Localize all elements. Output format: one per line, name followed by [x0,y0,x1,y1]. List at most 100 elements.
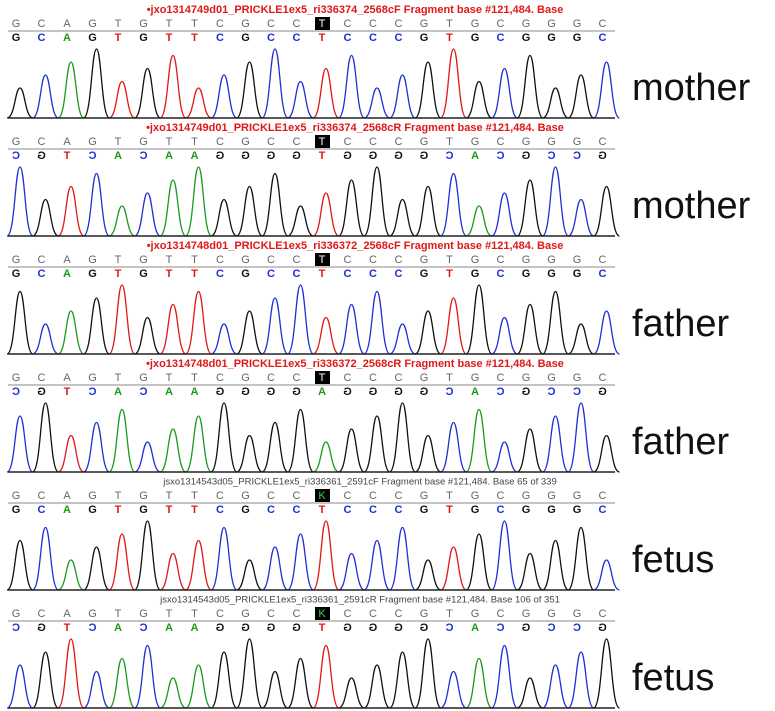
trace-peak [84,174,110,237]
reference-base: C [599,254,607,266]
called-base: C [369,268,377,280]
trace-peak [7,292,33,355]
called-base: C [573,386,581,398]
called-base: G [522,386,531,398]
called-base: A [63,504,71,516]
trace-peak [492,442,518,472]
trace-peak [594,560,620,590]
sample-label: father [632,303,730,345]
trace-peak [517,305,543,355]
trace [7,521,620,590]
trace-peak [339,554,365,591]
reference-base: C [369,18,377,30]
called-base: G [292,622,301,634]
called-base: G [241,268,250,280]
reference-base: T [446,136,453,148]
trace-peak [211,324,237,354]
trace-peak [492,521,518,590]
called-base: G [394,622,403,634]
called-base: G [37,386,46,398]
trace-peak [109,206,135,236]
reference-base: G [471,136,480,148]
reference-base: C [599,18,607,30]
reference-base: G [547,136,556,148]
reference-base: C [344,254,352,266]
trace-peak [7,88,33,118]
reference-base: C [267,18,275,30]
trace-peak [58,639,84,708]
called-base: G [522,32,531,44]
called-base: C [293,504,301,516]
called-base: G [241,32,250,44]
called-base: T [446,268,453,280]
called-base: C [369,504,377,516]
reference-base: C [497,18,505,30]
trace-peak [237,560,263,590]
trace-peak [313,69,339,119]
trace-peak [415,62,441,118]
reference-base: G [573,254,582,266]
called-base: C [88,622,96,634]
called-base: G [522,504,531,516]
trace-peak [84,423,110,473]
called-base: G [471,268,480,280]
trace-peak [58,436,84,473]
called-base: G [420,504,429,516]
trace-peak [364,665,390,708]
reference-base: T [319,18,326,30]
trace-peak [135,193,161,236]
reference-base: C [369,254,377,266]
reference-base: C [38,136,46,148]
called-base: C [267,504,275,516]
trace-peak [543,416,569,472]
called-base: C [573,150,581,162]
called-base: T [191,32,198,44]
trace-peak [415,187,441,237]
reference-base: C [293,18,301,30]
reference-base: G [471,372,480,384]
reference-base: G [88,136,97,148]
trace-peak [364,88,390,118]
reference-base: G [420,490,429,502]
trace-peak [237,311,263,354]
trace-peak [58,62,84,118]
trace-peak [7,416,33,472]
trace-peak [58,560,84,590]
trace [7,403,620,472]
reference-base: G [522,490,531,502]
reference-base: G [12,372,21,384]
reference-base: G [12,254,21,266]
called-base: C [12,622,20,634]
called-base: C [496,386,504,398]
called-base: G [522,150,531,162]
called-base: A [63,268,71,280]
reference-base: T [166,254,173,266]
called-base: G [369,150,378,162]
called-base: T [446,504,453,516]
trace-peak [186,167,212,236]
called-base: C [88,386,96,398]
reference-base: G [522,372,531,384]
called-base: G [343,386,352,398]
called-base: C [88,150,96,162]
reference-base: G [547,490,556,502]
trace-peak [135,318,161,355]
called-base: G [394,386,403,398]
reference-base: C [216,254,224,266]
trace-peak [237,639,263,708]
trace-peak [441,174,467,237]
called-base: G [598,386,607,398]
sample-label: mother [632,67,751,109]
reference-base: T [166,136,173,148]
called-base: T [115,268,122,280]
called-base: C [547,386,555,398]
reference-base: C [38,490,46,502]
called-base: G [88,32,97,44]
called-base: T [115,504,122,516]
called-base: G [37,622,46,634]
called-base: G [547,268,556,280]
sequence-panel: jsxo1314543d05_PRICKLE1ex5_ri336361_2591… [7,477,714,590]
reference-base: T [319,372,326,384]
reference-base: G [573,18,582,30]
reference-base: C [369,608,377,620]
